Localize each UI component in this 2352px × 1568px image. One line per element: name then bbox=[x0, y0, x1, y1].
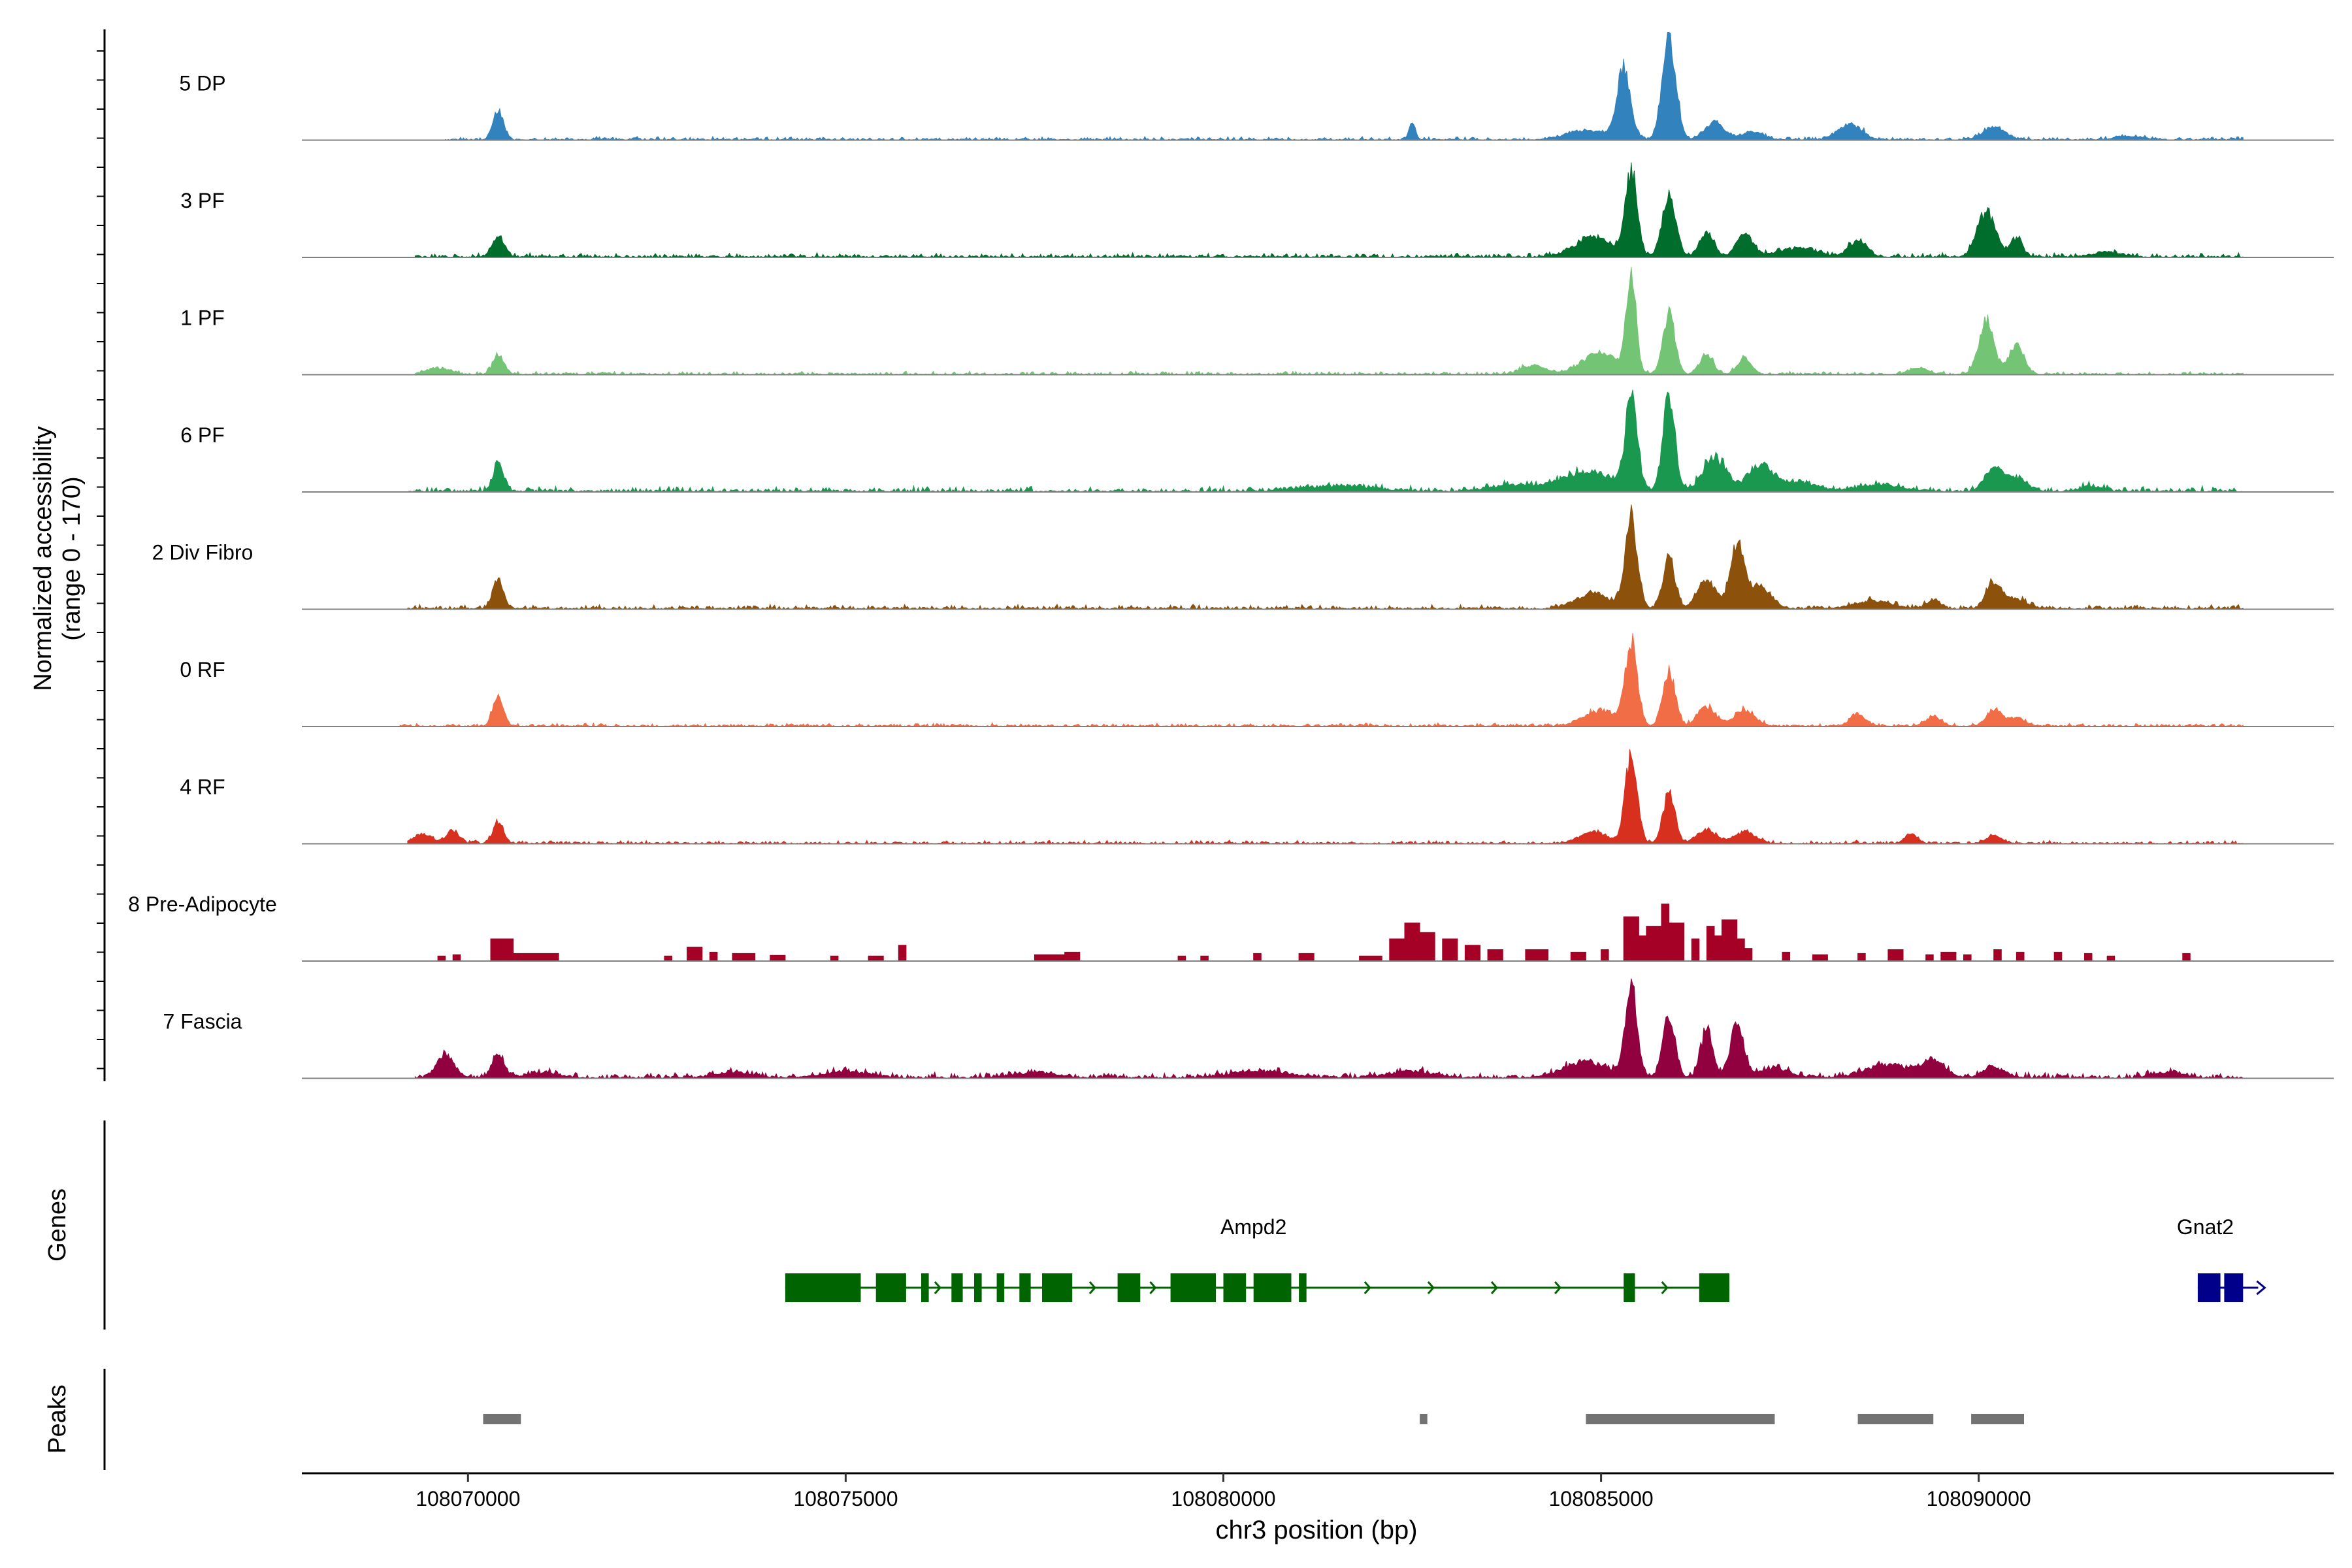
y-axis-label: Normalized accessibility bbox=[29, 426, 57, 691]
peak-region bbox=[1857, 1414, 1934, 1424]
coverage-area bbox=[407, 504, 2244, 610]
track-0-rf: 0 RF bbox=[180, 633, 2334, 727]
gene-exon bbox=[974, 1273, 982, 1302]
x-axis-label: chr3 position (bp) bbox=[1215, 1516, 1417, 1544]
position-x-axis: 108070000 108075000 108080000 108085000 1080… bbox=[416, 1473, 2031, 1511]
track-4-rf: 4 RF bbox=[180, 749, 2334, 845]
track-7-fascia: 7 Fascia bbox=[163, 978, 2334, 1080]
coverage-area bbox=[399, 633, 2244, 727]
strand-arrow bbox=[934, 1281, 941, 1294]
track-label: 1 PF bbox=[180, 306, 225, 330]
peak-region bbox=[483, 1414, 521, 1424]
gene-label: Ampd2 bbox=[1220, 1215, 1286, 1239]
track-8-pre-adipocyte: 8 Pre-Adipocyte bbox=[128, 892, 2334, 962]
x-tick-label: 108075000 bbox=[793, 1487, 898, 1511]
track-label: 3 PF bbox=[180, 189, 225, 212]
gene-label: Gnat2 bbox=[2177, 1215, 2234, 1239]
coverage-area bbox=[407, 749, 2244, 845]
track-label: 8 Pre-Adipocyte bbox=[128, 892, 277, 916]
x-tick-label: 108070000 bbox=[416, 1487, 520, 1511]
gene-exon bbox=[1170, 1273, 1216, 1302]
genes-track-label: Genes bbox=[44, 1188, 71, 1262]
coverage-area bbox=[407, 389, 2244, 493]
track-label: 6 PF bbox=[180, 423, 225, 447]
strand-arrow bbox=[1427, 1281, 1435, 1294]
gene-exon bbox=[1042, 1273, 1073, 1302]
track-label: 2 Div Fibro bbox=[152, 541, 253, 564]
coverage-area bbox=[414, 267, 2244, 376]
gene-exon bbox=[1299, 1273, 1307, 1302]
track-label: 5 DP bbox=[179, 72, 225, 95]
gene-annotation-track: Ampd2 Gnat2 bbox=[785, 1215, 2266, 1302]
track-label: 7 Fascia bbox=[163, 1010, 242, 1034]
peak-region bbox=[1420, 1414, 1428, 1424]
coverage-area bbox=[414, 978, 2244, 1080]
gene-exon bbox=[2197, 1273, 2221, 1302]
track-1-pf: 1 PF bbox=[180, 267, 2334, 376]
track-6-pf: 6 PF bbox=[180, 389, 2334, 493]
gene-gnat2: Gnat2 bbox=[2177, 1215, 2266, 1302]
gene-ampd2: Ampd2 bbox=[785, 1215, 1730, 1302]
strand-arrow bbox=[1088, 1281, 1096, 1294]
accessibility-y-axis bbox=[97, 29, 106, 1081]
peak-region-track bbox=[483, 1414, 2024, 1424]
y-axis-range-label: (range 0 - 170) bbox=[58, 476, 86, 640]
gene-exon bbox=[1699, 1273, 1729, 1302]
gene-exon bbox=[1624, 1273, 1635, 1302]
strand-arrow bbox=[1661, 1281, 1669, 1294]
x-tick-label: 108085000 bbox=[1549, 1487, 1654, 1511]
gene-exon bbox=[1253, 1273, 1292, 1302]
gene-exon bbox=[1019, 1273, 1031, 1302]
gene-exon bbox=[1223, 1273, 1247, 1302]
gene-exon bbox=[951, 1273, 963, 1302]
strand-arrow bbox=[1490, 1281, 1499, 1294]
strand-arrow bbox=[1554, 1281, 1562, 1294]
gene-exon bbox=[921, 1273, 929, 1302]
gene-exon bbox=[1117, 1273, 1141, 1302]
coverage-area bbox=[437, 904, 2206, 962]
peak-region bbox=[1586, 1414, 1775, 1424]
gene-exon bbox=[996, 1273, 1005, 1302]
gene-exon bbox=[2224, 1273, 2244, 1302]
gene-exon bbox=[785, 1273, 861, 1302]
peak-region bbox=[1971, 1414, 2024, 1424]
x-tick-label: 108080000 bbox=[1171, 1487, 1275, 1511]
coverage-area bbox=[414, 162, 2244, 259]
track-label: 4 RF bbox=[180, 776, 225, 799]
track-5-dp: 5 DP bbox=[179, 32, 2334, 141]
x-tick-label: 108090000 bbox=[1927, 1487, 2031, 1511]
gene-exon bbox=[875, 1273, 906, 1302]
strand-arrow bbox=[1149, 1281, 1157, 1294]
strand-arrow bbox=[1364, 1281, 1371, 1294]
coverage-area bbox=[445, 32, 2244, 141]
track-3-pf: 3 PF bbox=[180, 162, 2334, 259]
strand-arrow bbox=[2256, 1280, 2266, 1296]
track-label: 0 RF bbox=[180, 658, 225, 681]
peaks-track-label: Peaks bbox=[44, 1384, 71, 1454]
coverage-tracks: 5 DP 3 PF 1 PF 6 PF 2 Div Fibro 0 RF 4 RF 8 Pre… bbox=[128, 32, 2334, 1080]
track-2-div-fibro: 2 Div Fibro bbox=[152, 504, 2334, 610]
